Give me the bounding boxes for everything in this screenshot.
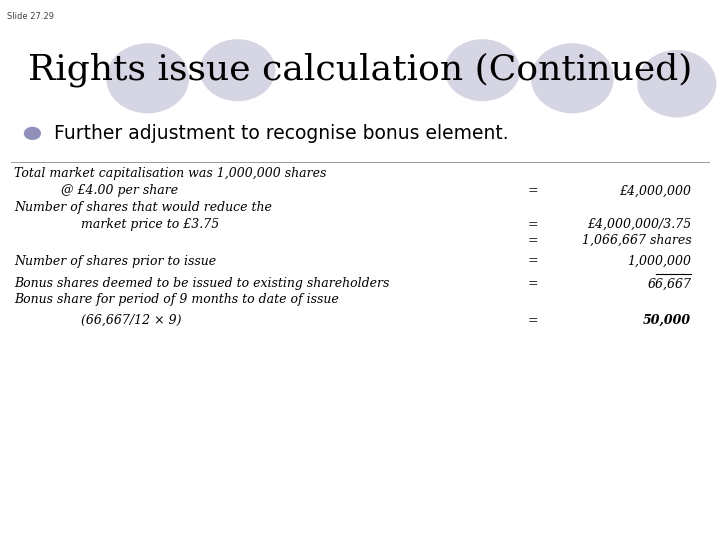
Text: 1,066,667 shares: 1,066,667 shares	[582, 234, 691, 247]
Text: 66,667: 66,667	[647, 277, 691, 291]
Text: 1,000,000: 1,000,000	[627, 254, 691, 268]
Text: Bonus shares deemed to be issued to existing shareholders: Bonus shares deemed to be issued to exis…	[14, 277, 390, 291]
Text: Number of shares that would reduce the: Number of shares that would reduce the	[14, 200, 272, 214]
Text: =: =	[528, 254, 538, 268]
Text: Further adjustment to recognise bonus element.: Further adjustment to recognise bonus el…	[54, 124, 508, 143]
Ellipse shape	[200, 39, 276, 102]
Text: Number of shares prior to issue: Number of shares prior to issue	[14, 254, 217, 268]
Ellipse shape	[445, 39, 521, 102]
Text: Bonus share for period of 9 months to date of issue: Bonus share for period of 9 months to da…	[14, 293, 339, 307]
Text: Slide 27.29: Slide 27.29	[7, 12, 54, 21]
Text: Rights issue calculation (Continued): Rights issue calculation (Continued)	[28, 53, 692, 87]
Ellipse shape	[637, 50, 716, 117]
Text: =: =	[528, 218, 538, 231]
Text: =: =	[528, 184, 538, 198]
Text: £4,000,000: £4,000,000	[619, 184, 691, 198]
Text: =: =	[528, 277, 538, 291]
Circle shape	[24, 127, 40, 139]
Text: =: =	[528, 234, 538, 247]
Ellipse shape	[107, 43, 189, 113]
Ellipse shape	[531, 43, 613, 113]
Text: Total market capitalisation was 1,000,000 shares: Total market capitalisation was 1,000,00…	[14, 167, 327, 180]
Text: =: =	[528, 314, 538, 327]
Text: 50,000: 50,000	[643, 314, 691, 327]
Text: (66,667/12 × 9): (66,667/12 × 9)	[61, 314, 181, 327]
Text: @ £4.00 per share: @ £4.00 per share	[61, 184, 179, 198]
Text: £4,000,000/3.75: £4,000,000/3.75	[587, 218, 691, 231]
Text: market price to £3.75: market price to £3.75	[61, 218, 220, 231]
